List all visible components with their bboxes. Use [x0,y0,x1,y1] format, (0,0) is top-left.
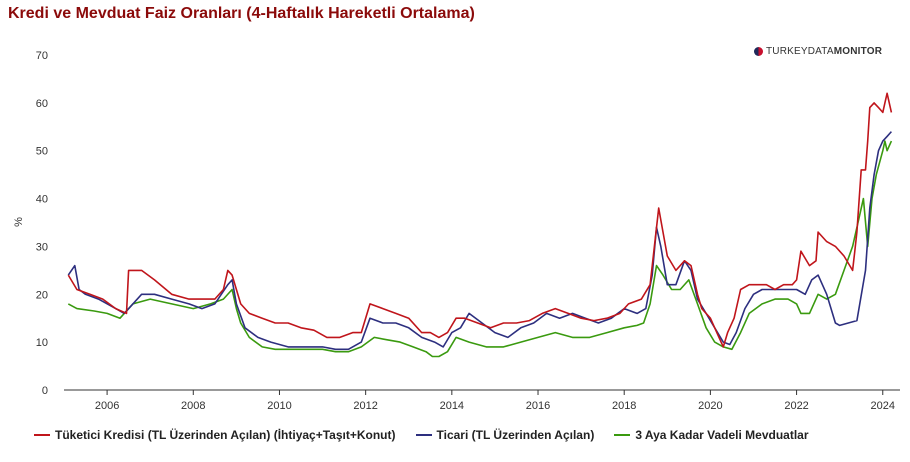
legend-swatch-deposits [614,434,631,436]
y-axis-label: % [13,217,25,227]
series-line-1 [67,131,892,351]
legend: Tüketici Kredisi (TL Üzerinden Açılan) (… [34,428,829,442]
x-tick-label: 2018 [612,400,636,412]
x-tick-label: 2020 [698,400,722,412]
y-tick-label: 70 [36,50,48,62]
y-tick-label: 60 [36,98,48,110]
y-tick-label: 30 [36,241,48,253]
brand-bold-text: MONITOR [833,46,883,57]
legend-label-deposits: 3 Aya Kadar Vadeli Mevduatlar [635,428,809,442]
y-tick-label: 0 [42,385,48,397]
series-line-2 [67,140,893,358]
y-tick-label: 20 [36,289,48,301]
x-tick-label: 2006 [95,400,119,412]
y-tick-label: 50 [36,146,48,158]
legend-item-commercial[interactable]: Ticari (TL Üzerinden Açılan) [415,428,595,442]
legend-item-deposits[interactable]: 3 Aya Kadar Vadeli Mevduatlar [614,428,809,442]
legend-item-consumer[interactable]: Tüketici Kredisi (TL Üzerinden Açılan) (… [34,428,396,442]
brand-light-text: TURKEYDATA [766,46,834,57]
x-tick-label: 2010 [267,400,291,412]
legend-swatch-consumer [34,434,50,436]
turkeydatamonitor-logo-icon [754,47,763,56]
y-tick-label: 10 [36,337,48,349]
legend-swatch-commercial [415,434,432,436]
x-tick-label: 2012 [353,400,377,412]
series-lines [67,92,893,358]
y-tick-label: 40 [36,194,48,206]
chart-title: Kredi ve Mevduat Faiz Oranları (4-Haftal… [8,5,475,22]
brand-watermark: TURKEYDATA MONITOR [754,46,882,57]
legend-label-consumer: Tüketici Kredisi (TL Üzerinden Açılan) (… [55,428,396,442]
x-tick-label: 2016 [526,400,550,412]
x-tick-label: 2008 [181,400,205,412]
series-line-0 [67,92,893,348]
legend-label-commercial: Ticari (TL Üzerinden Açılan) [436,428,595,442]
y-axis: 0 10 20 30 40 50 60 70 [36,50,48,397]
x-tick-label: 2024 [871,400,895,412]
x-tick-label: 2022 [784,400,808,412]
x-axis: 2006 2008 2010 2012 2014 2016 2018 2020 2022 2024 [95,390,895,412]
x-tick-label: 2014 [440,400,464,412]
